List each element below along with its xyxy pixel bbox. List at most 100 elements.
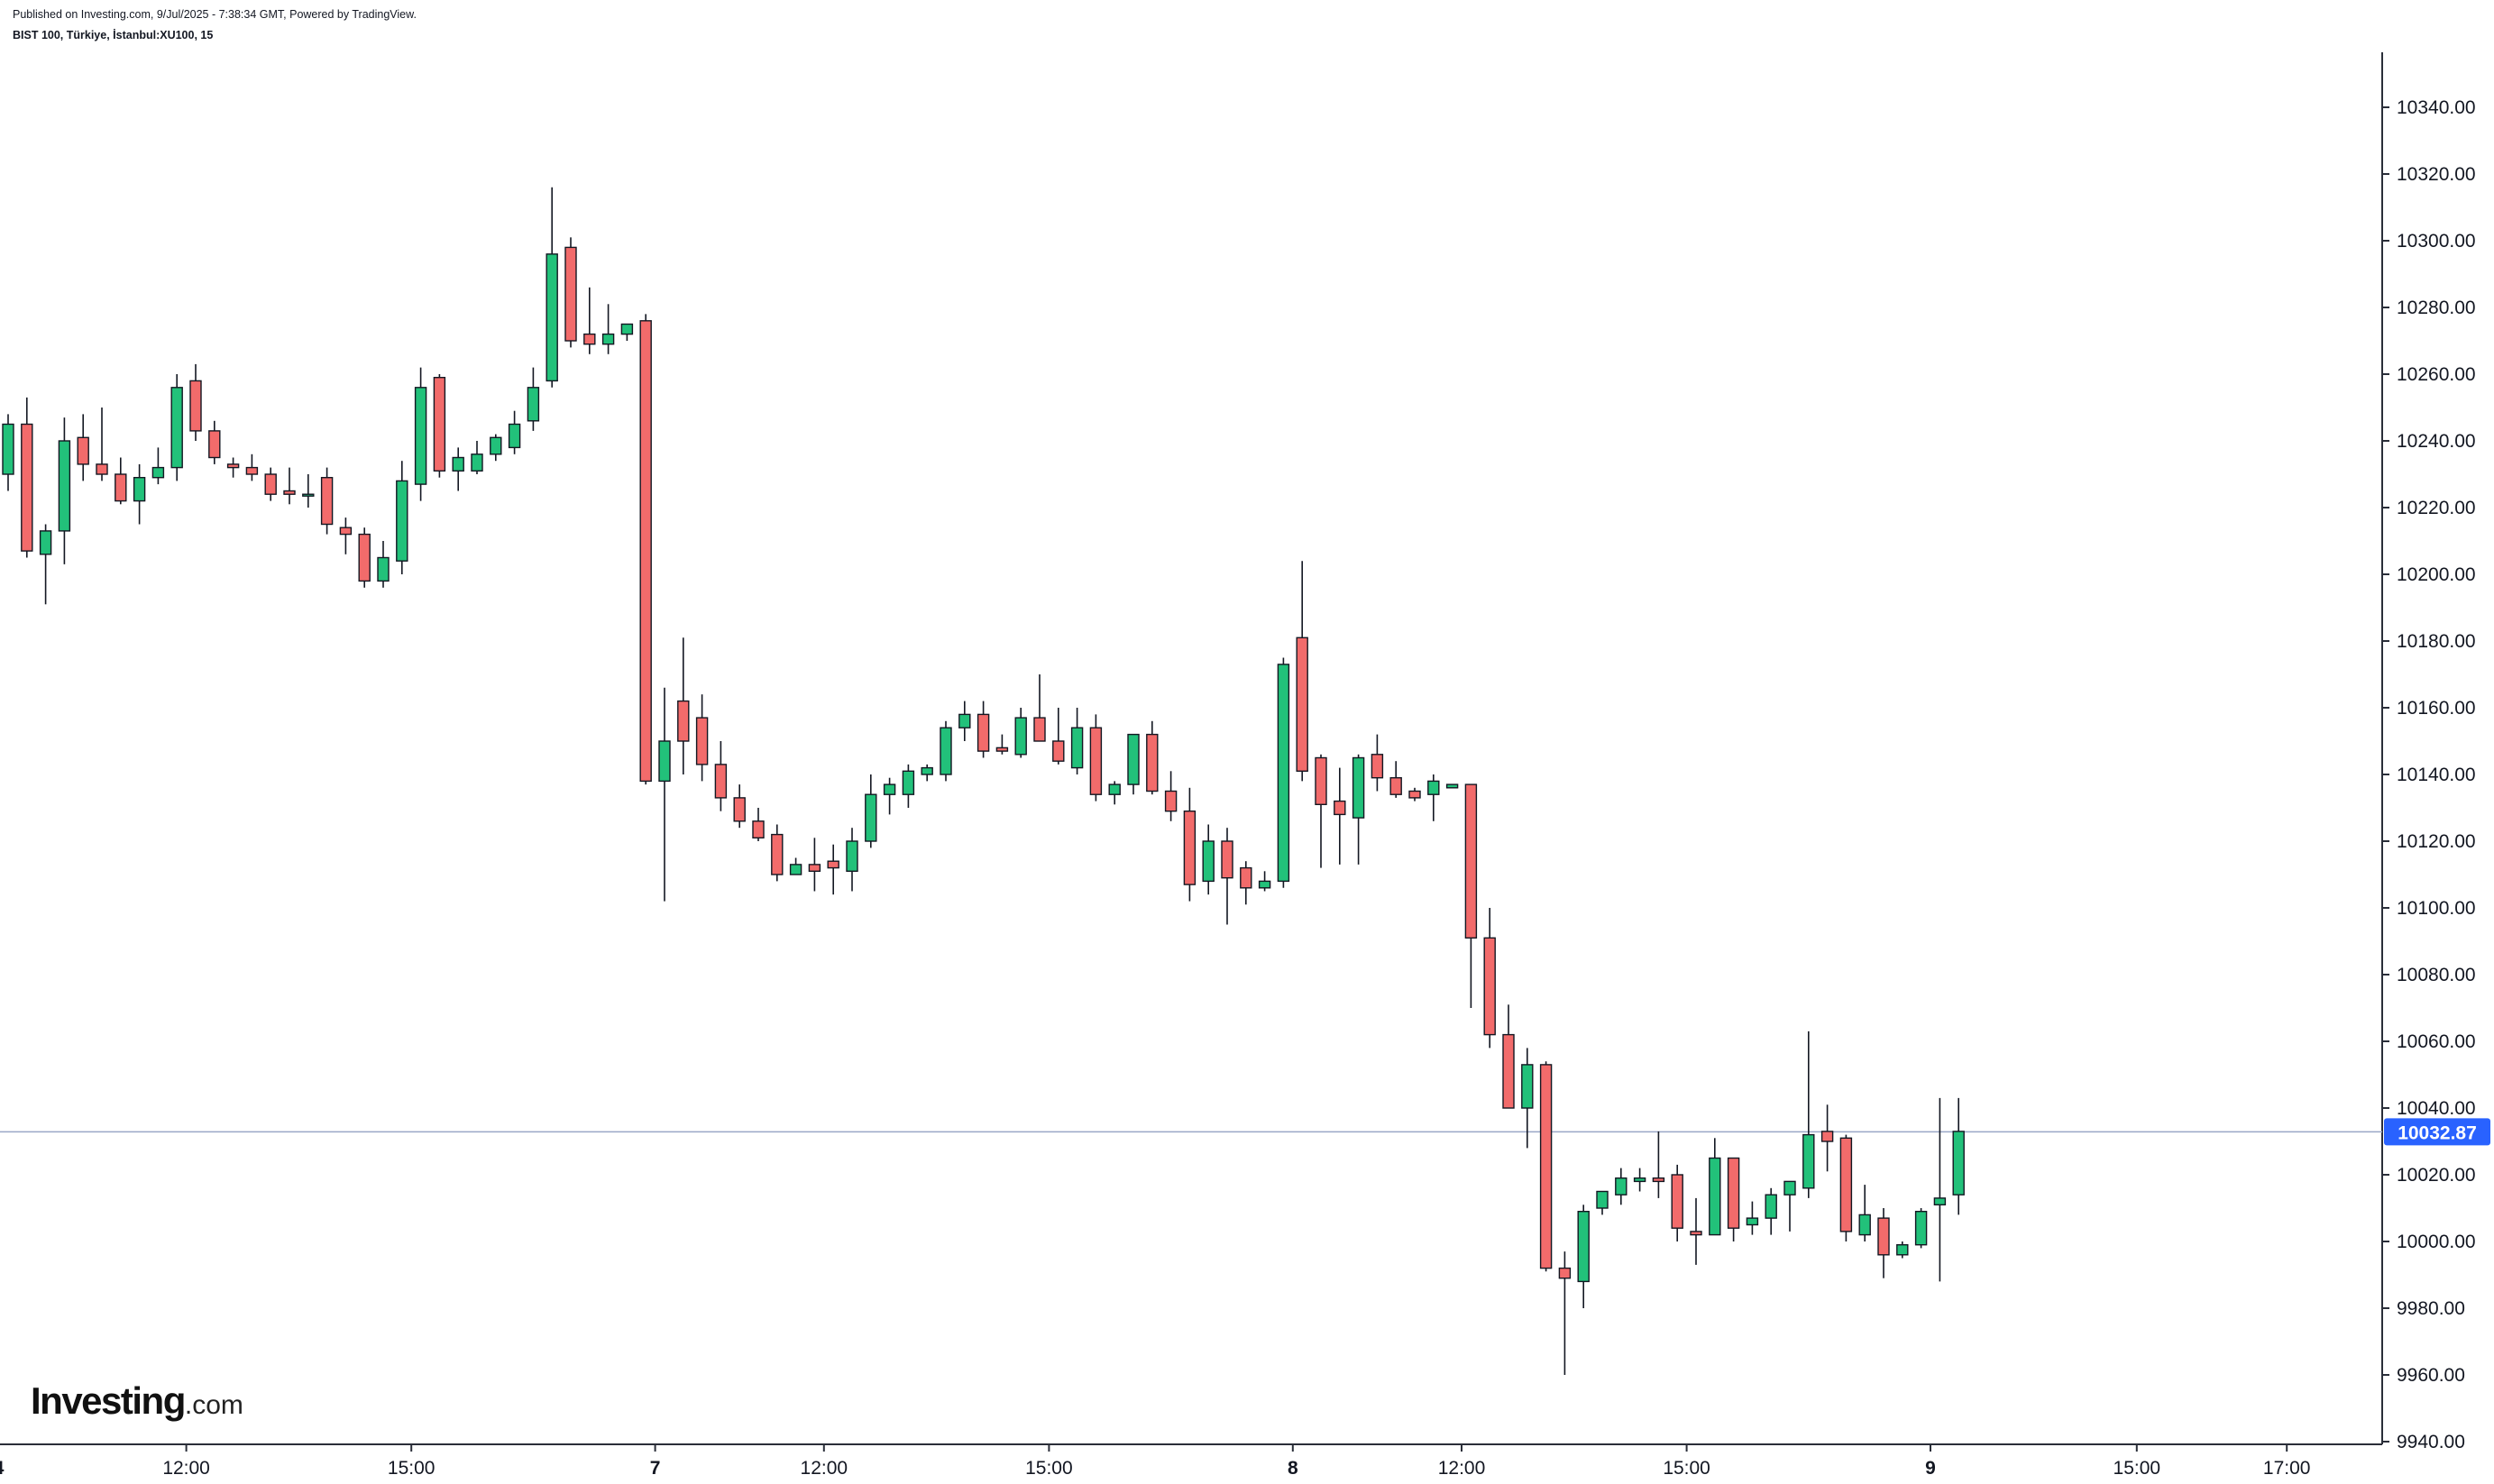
candle (1108, 781, 1121, 805)
symbol-title: BIST 100, Türkiye, İstanbul:XU100, 15 (13, 29, 214, 41)
candle (1877, 1208, 1890, 1278)
candle-body (1727, 1157, 1740, 1229)
candle (1164, 771, 1178, 821)
logo-domain-text: .com (184, 1390, 243, 1420)
x-tick-label: 7 (650, 1458, 661, 1479)
candle (1577, 1205, 1590, 1308)
candle (58, 417, 71, 564)
candle (940, 720, 952, 782)
candle (883, 777, 896, 815)
candle (583, 287, 596, 354)
candle (452, 447, 464, 491)
candle-body (1896, 1243, 1909, 1256)
candle (189, 363, 202, 441)
candle-body (1408, 790, 1421, 799)
candle (1240, 861, 1252, 905)
candle (1615, 1168, 1628, 1205)
candle-body (601, 333, 615, 345)
y-tick-label: 10240.00 (2397, 431, 2476, 452)
candle-body (658, 740, 671, 783)
candle-body (1277, 664, 1290, 883)
candle-body (1558, 1267, 1572, 1279)
y-tick-label: 10260.00 (2397, 364, 2476, 385)
candle-body (1052, 740, 1065, 762)
candle (1727, 1157, 1740, 1241)
candle-body (771, 833, 784, 875)
candle (677, 637, 690, 774)
candle (977, 701, 990, 758)
candle-body (1483, 937, 1496, 1036)
candle-body (977, 713, 990, 752)
candle-body (1334, 800, 1346, 816)
candle (283, 467, 296, 505)
x-tick-label: 4 (0, 1458, 5, 1479)
last-price-tag (2384, 1118, 2490, 1146)
candle (96, 408, 108, 481)
candle-body (902, 770, 915, 795)
candle (1258, 871, 1271, 892)
candle-body (1033, 717, 1046, 742)
candle-body (1802, 1133, 1815, 1189)
candle-body (1596, 1190, 1609, 1209)
candle-body (2, 423, 14, 475)
candle-body (1427, 780, 1440, 795)
candle (1202, 824, 1215, 895)
y-tick-label: 9980.00 (2397, 1298, 2465, 1319)
candle (1033, 674, 1046, 742)
candle-body (995, 747, 1009, 752)
y-tick-label: 10140.00 (2397, 765, 2476, 785)
candle-body (133, 477, 146, 502)
candle-body (1202, 840, 1215, 883)
candle (1146, 720, 1159, 795)
candle (1690, 1197, 1702, 1265)
candle-body (77, 436, 89, 465)
candle-body (1820, 1131, 1834, 1142)
candle (1183, 787, 1197, 902)
y-tick-label: 10120.00 (2397, 831, 2476, 852)
y-tick-label: 10000.00 (2397, 1232, 2476, 1252)
candle (471, 441, 483, 474)
candle-body (508, 423, 521, 449)
x-tick-label: 17:00 (2263, 1458, 2311, 1479)
candle (2, 414, 14, 491)
candle-body (1014, 717, 1027, 756)
candle (1802, 1031, 1815, 1198)
candle (1783, 1180, 1796, 1232)
candle-body (208, 430, 221, 459)
y-tick-label: 10200.00 (2397, 564, 2476, 585)
candle-body (921, 766, 933, 775)
y-tick-label: 10220.00 (2397, 498, 2476, 518)
candle-body (377, 556, 390, 582)
candle (302, 474, 315, 508)
candle (490, 434, 502, 462)
candle (1521, 1048, 1534, 1149)
candle-body (677, 700, 690, 742)
candle (1464, 783, 1478, 1008)
candle-body (1127, 733, 1140, 785)
candle (1652, 1131, 1665, 1198)
candle (1483, 908, 1496, 1049)
candle (564, 237, 577, 348)
candle (1558, 1251, 1572, 1375)
candle-body (283, 490, 296, 495)
candle (1070, 708, 1084, 774)
candle (1596, 1190, 1609, 1215)
candle (1389, 761, 1402, 798)
candle-body (1671, 1174, 1683, 1229)
candle-body (1164, 790, 1178, 812)
candle (1014, 708, 1027, 758)
candle (1277, 657, 1290, 888)
candle-body (433, 377, 446, 472)
candle (115, 457, 127, 505)
candle-body (1877, 1217, 1890, 1256)
candle-body (1577, 1210, 1590, 1283)
candle (1839, 1134, 1853, 1241)
x-tick-label: 12:00 (801, 1458, 848, 1479)
candle (1671, 1164, 1683, 1241)
candle (414, 367, 427, 501)
candle (1896, 1241, 1909, 1259)
candle-body (958, 713, 971, 728)
candle-body (1633, 1177, 1646, 1183)
candle (1127, 733, 1140, 795)
